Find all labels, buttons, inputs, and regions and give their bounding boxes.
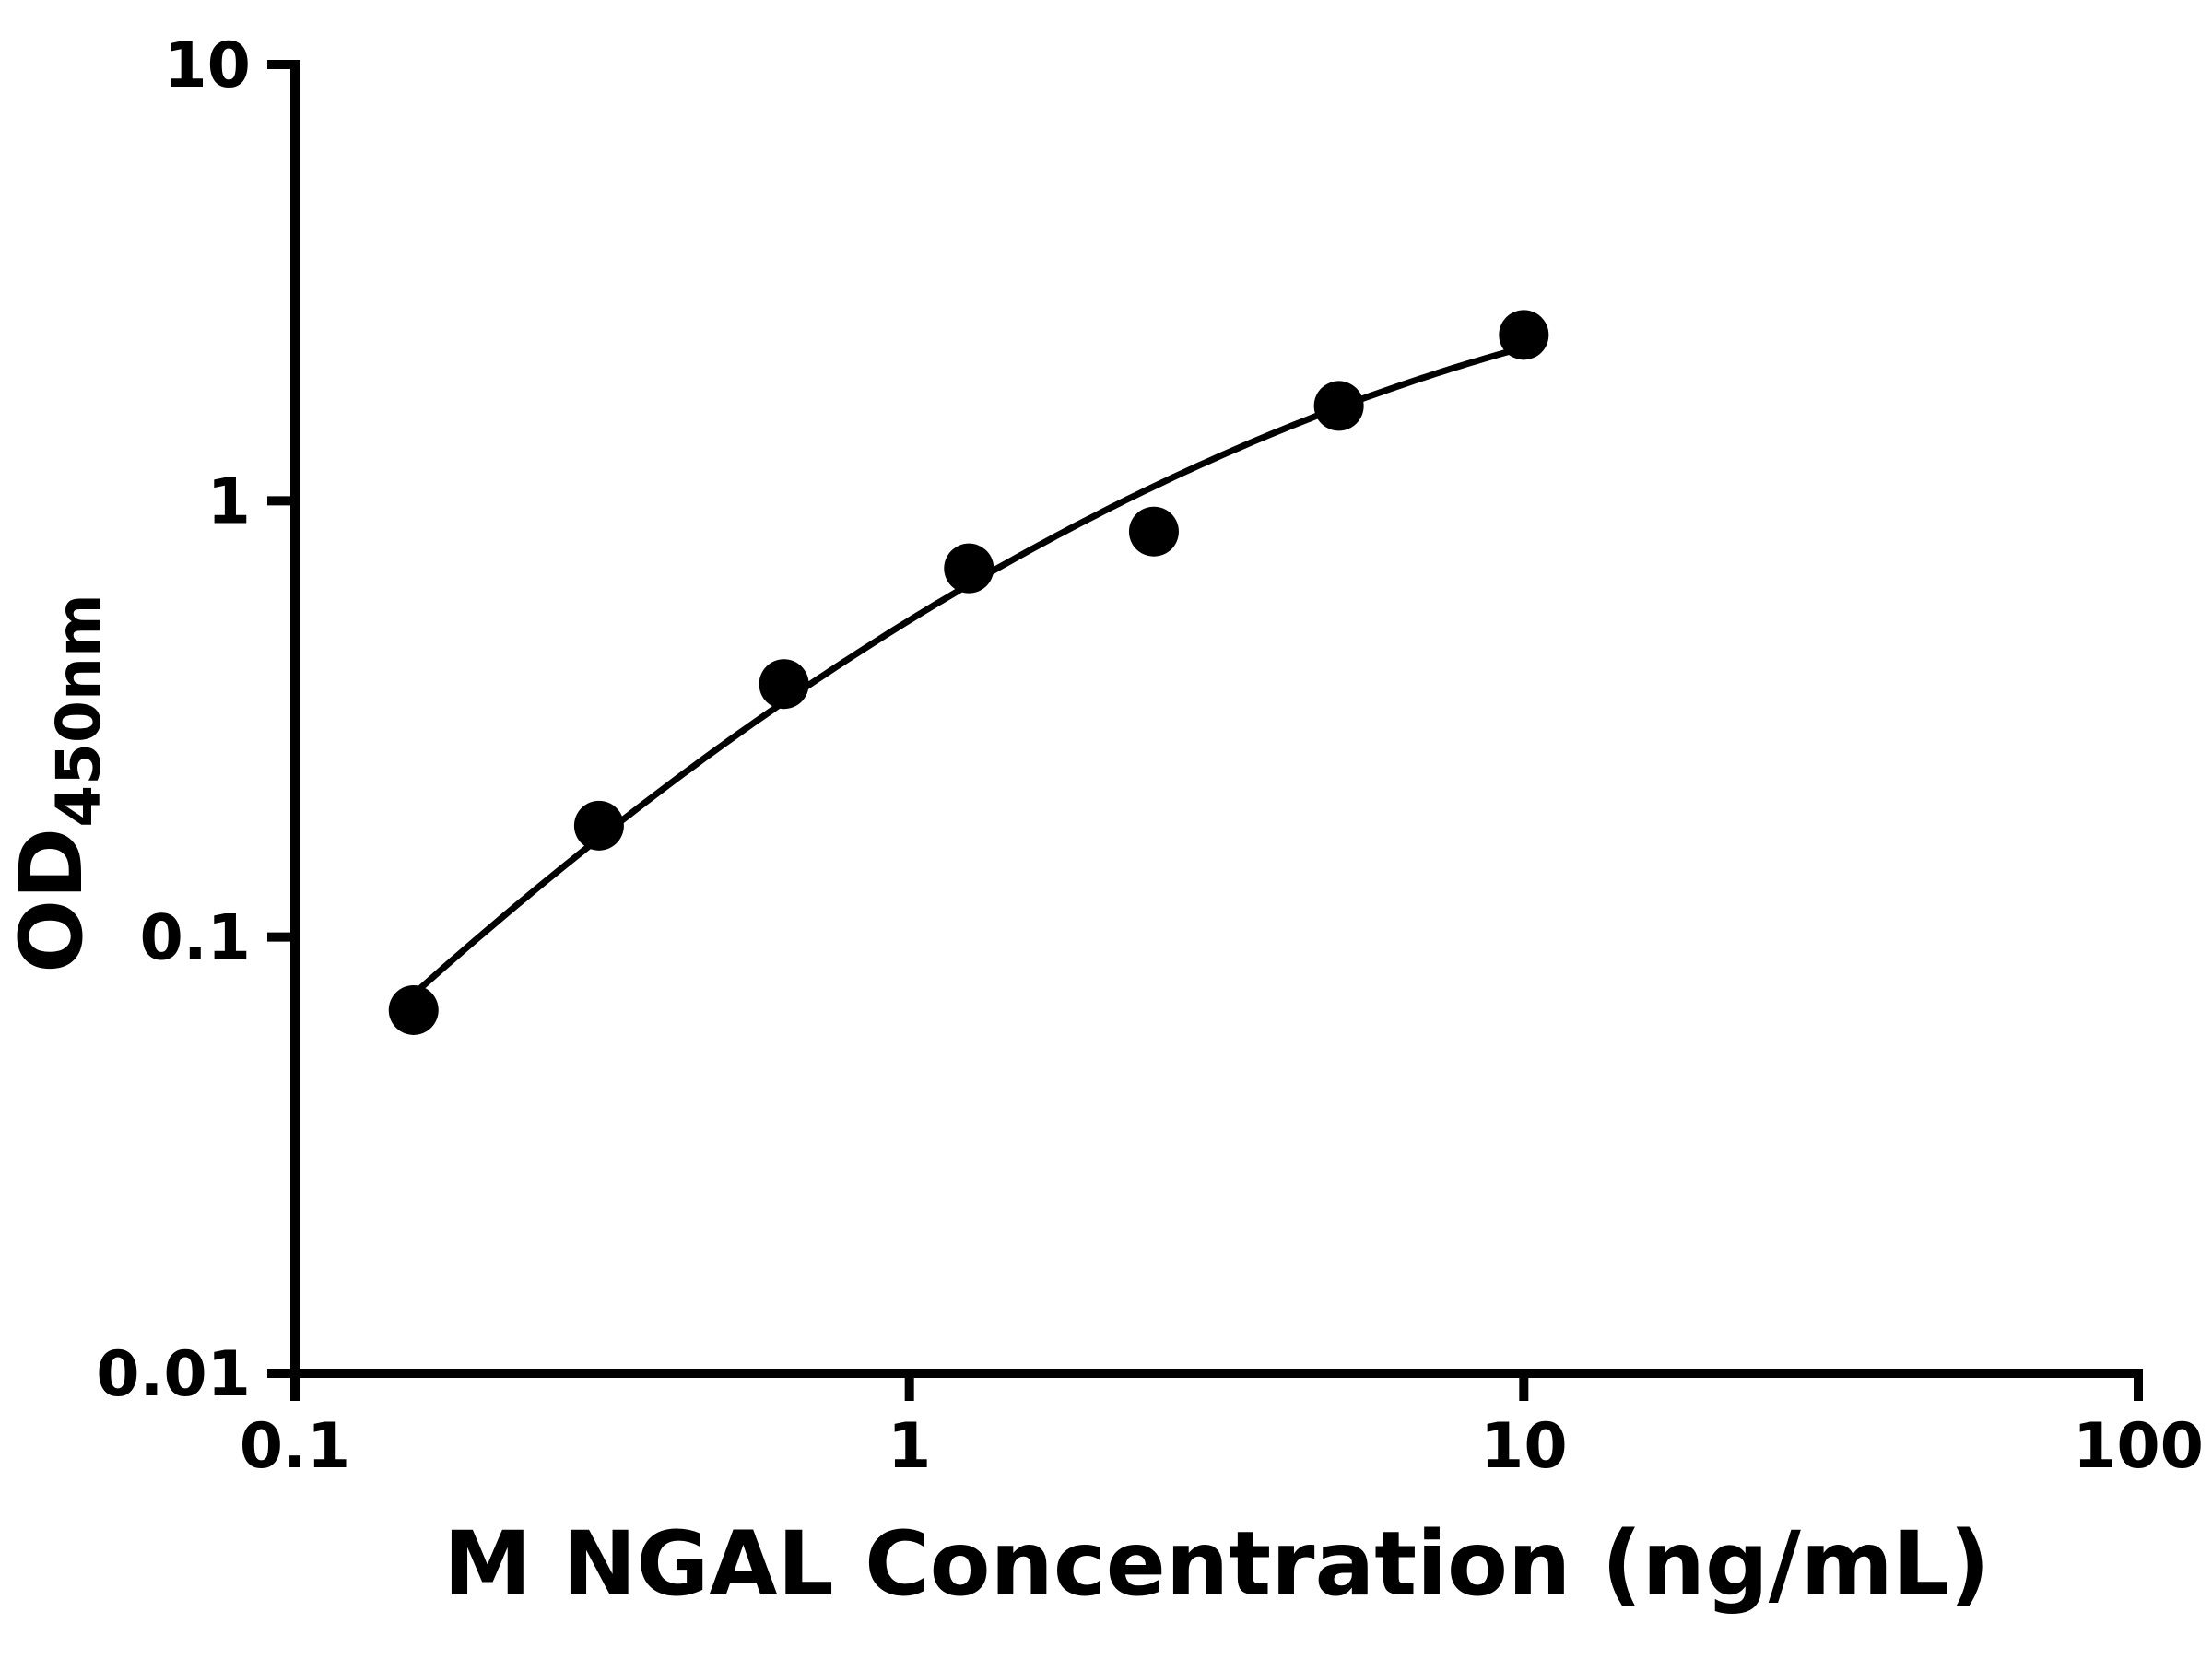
y-axis-title: OD450nm (2, 594, 114, 972)
data-point (1128, 506, 1179, 557)
data-point (1313, 381, 1364, 431)
x-tick-label: 10 (1480, 1410, 1568, 1483)
data-point (388, 984, 439, 1035)
y-tick-label: 10 (163, 29, 251, 102)
x-tick-label: 100 (2073, 1410, 2204, 1483)
y-axis-title-subscript: 450nm (43, 594, 114, 828)
y-tick-label: 0.01 (96, 1338, 251, 1411)
y-tick-label: 0.1 (140, 902, 251, 975)
x-tick-label: 1 (888, 1410, 931, 1483)
data-point (759, 659, 809, 710)
data-point (1499, 310, 1549, 360)
data-point (944, 543, 994, 594)
x-tick-label: 0.1 (240, 1410, 350, 1483)
data-point (573, 800, 624, 851)
x-axis-title: M NGAL Concentration (ng/mL) (443, 1512, 1990, 1616)
fit-curve (410, 344, 1527, 998)
y-tick-label: 1 (207, 465, 251, 538)
y-axis-title-main: OD (2, 828, 102, 973)
